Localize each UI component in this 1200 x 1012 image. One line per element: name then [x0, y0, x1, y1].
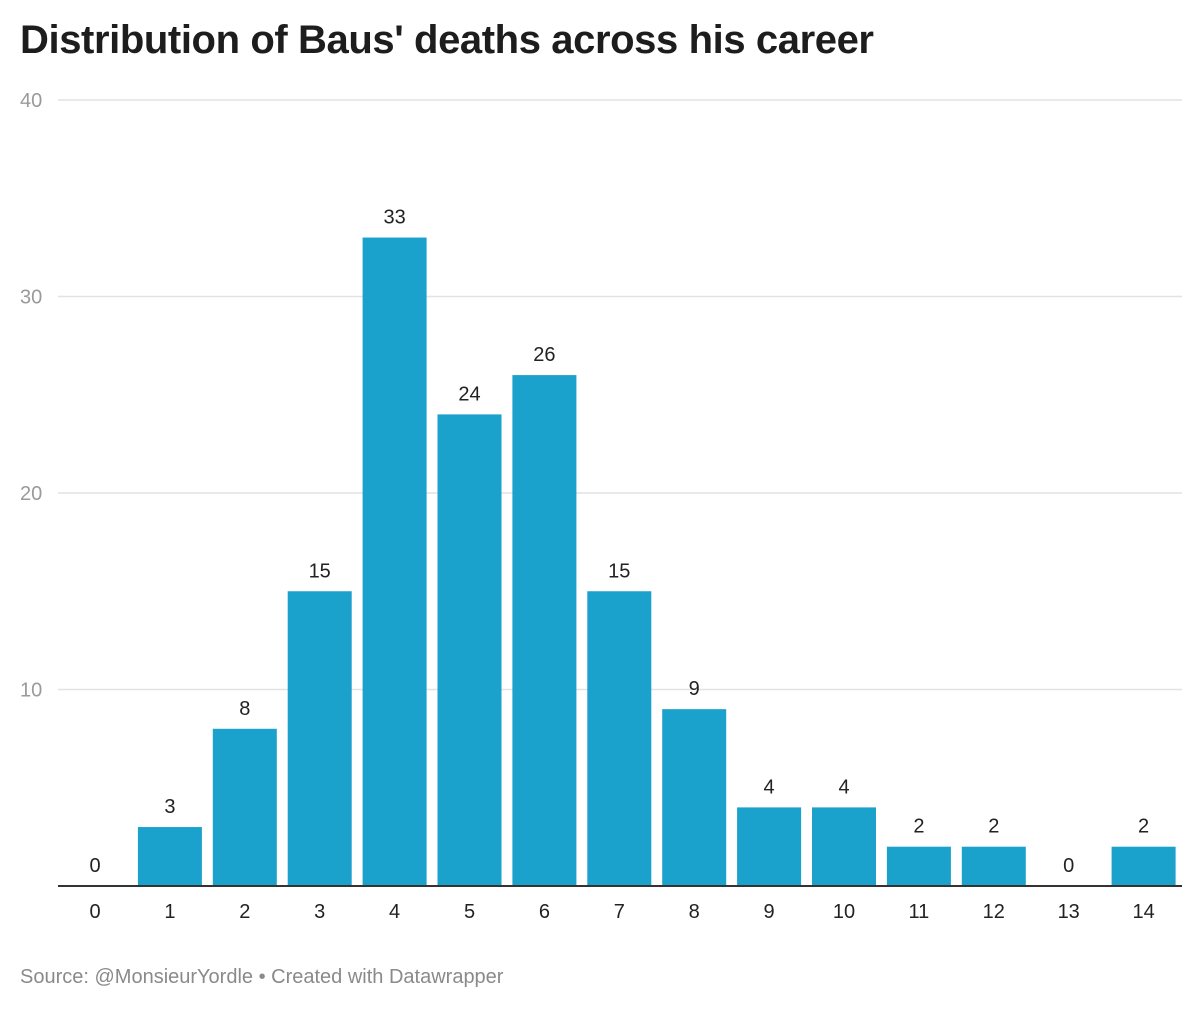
- x-tick-label: 2: [239, 901, 250, 923]
- bar: [737, 807, 802, 886]
- bar: [137, 827, 202, 886]
- x-tick-label: 10: [833, 901, 855, 923]
- bars: [137, 237, 1176, 887]
- x-tick-label: 3: [314, 901, 325, 923]
- data-label: 24: [458, 383, 480, 405]
- bar: [961, 846, 1026, 886]
- y-tick-label: 20: [20, 483, 42, 505]
- data-labels: 0 3 8 15 33 24 26 15 9 4 4 2 2 0 2: [89, 207, 1149, 877]
- x-tick-label: 5: [464, 901, 475, 923]
- data-label: 0: [89, 855, 100, 877]
- data-label: 3: [164, 796, 175, 818]
- data-label: 2: [1138, 816, 1149, 838]
- x-tick-label: 6: [539, 901, 550, 923]
- x-tick-label: 0: [89, 901, 100, 923]
- x-tick-label: 7: [614, 901, 625, 923]
- y-tick-label: 10: [20, 680, 42, 702]
- data-label: 2: [913, 816, 924, 838]
- bar: [512, 375, 577, 886]
- bar: [662, 709, 727, 886]
- bar: [212, 728, 277, 886]
- bar: [1111, 846, 1176, 886]
- y-tick-label: 40: [20, 90, 42, 112]
- x-tick-label: 13: [1058, 901, 1080, 923]
- data-label: 2: [988, 816, 999, 838]
- data-label: 9: [689, 678, 700, 700]
- data-label: 15: [309, 560, 331, 582]
- bar: [437, 414, 502, 886]
- data-label: 0: [1063, 855, 1074, 877]
- x-tick-label: 14: [1132, 901, 1154, 923]
- data-label: 4: [838, 776, 849, 798]
- gridlines: 10 20 30 40: [20, 90, 1182, 702]
- bar: [886, 846, 951, 886]
- bar: [362, 237, 427, 887]
- x-axis-ticks: 0 1 2 3 4 5 6 7 8 9 10 11 12 13 14: [89, 901, 1154, 923]
- x-tick-label: 8: [689, 901, 700, 923]
- data-label: 33: [383, 207, 405, 229]
- data-label: 26: [533, 344, 555, 366]
- x-tick-label: 12: [983, 901, 1005, 923]
- bar: [287, 591, 352, 886]
- source-footer: Source: @MonsieurYordle • Created with D…: [20, 966, 504, 988]
- data-label: 8: [239, 698, 250, 720]
- x-tick-label: 1: [164, 901, 175, 923]
- y-tick-label: 30: [20, 287, 42, 309]
- data-label: 4: [764, 776, 775, 798]
- chart-title: Distribution of Baus' deaths across his …: [20, 18, 874, 62]
- bar: [587, 591, 652, 886]
- data-label: 15: [608, 560, 630, 582]
- x-tick-label: 9: [764, 901, 775, 923]
- x-tick-label: 11: [909, 901, 930, 923]
- x-tick-label: 4: [389, 901, 400, 923]
- bar: [812, 807, 876, 886]
